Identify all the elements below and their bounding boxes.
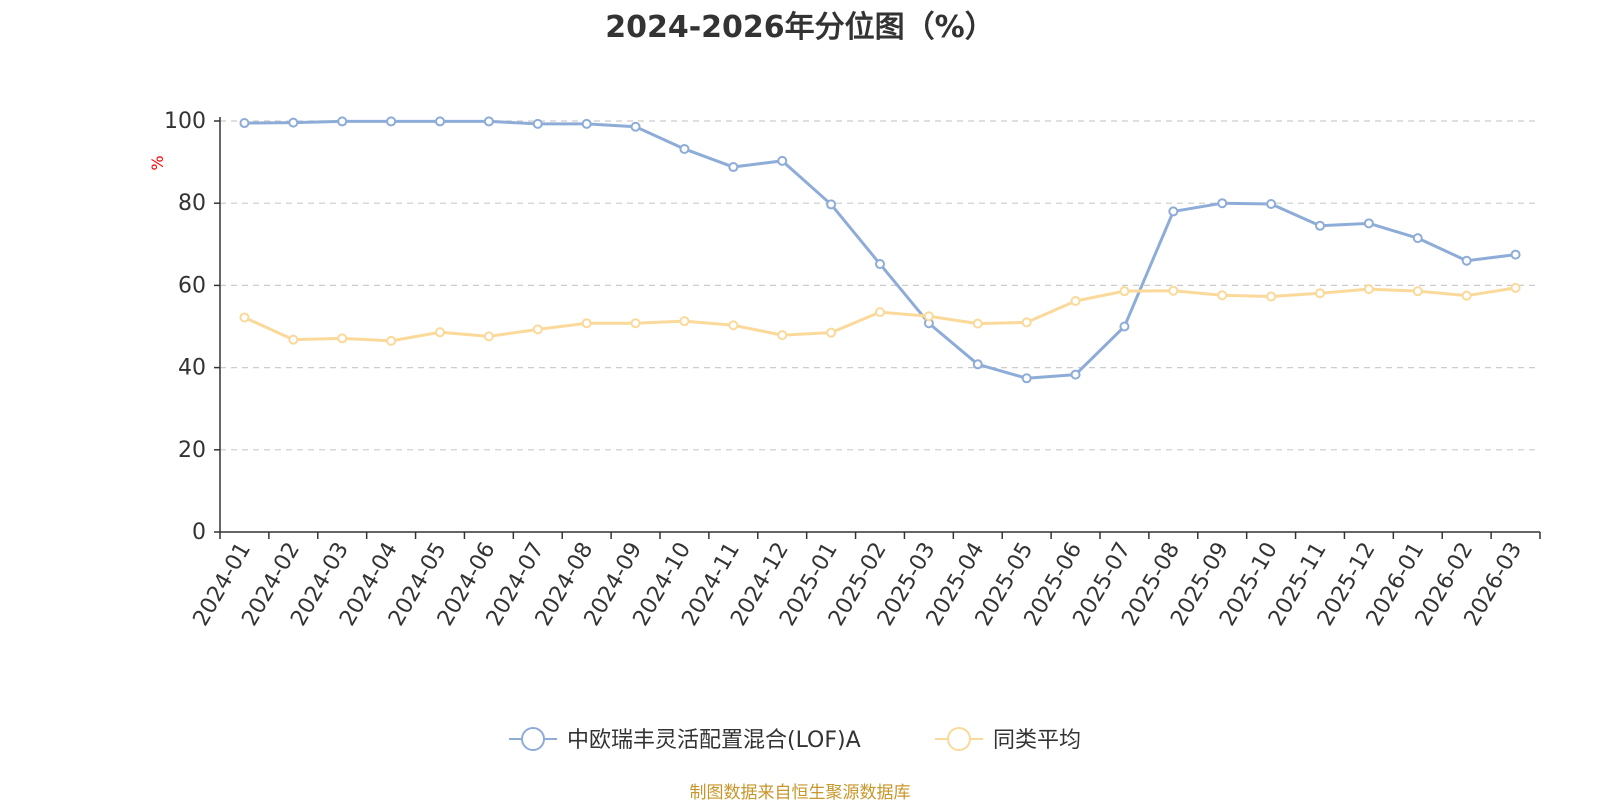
series-0 [239,116,1521,384]
data-point [1315,220,1325,231]
data-point [1217,290,1228,301]
data-point [532,324,543,335]
data-point [728,162,739,173]
data-point [239,118,250,129]
x-axis-ticks: 2024-012024-022024-032024-042024-052024-… [189,532,1541,630]
data-point [1266,199,1277,210]
legend-label: 同类平均 [993,728,1081,753]
data-point [826,327,837,338]
data-point [337,333,348,344]
y-tick-label-100: 100 [164,109,206,134]
data-point [386,335,397,346]
chart-title: 2024-2026年分位图（%） [605,10,995,45]
series-1 [239,282,1521,346]
legend[interactable]: 中欧瑞丰灵活配置混合(LOF)A 同类平均 [509,727,1081,753]
data-point [1168,206,1179,217]
axes [219,117,1540,533]
data-point [630,121,641,132]
data-point [1070,369,1081,380]
data-point [435,327,445,338]
grid-lines [220,120,1540,451]
legend-circle-icon [947,727,971,751]
y-tick-label-0: 0 [192,520,206,545]
data-point [826,199,837,210]
data-point [239,312,250,323]
data-point [435,116,445,127]
data-point [337,116,348,127]
series-line-0 [244,119,1516,380]
data-point [1021,317,1032,328]
y-tick-label-40: 40 [178,356,206,381]
data-point [288,117,299,128]
y-tick-label-80: 80 [178,191,206,216]
data-point [630,318,641,329]
legend-item-0[interactable]: 中欧瑞丰灵活配置混合(LOF)A [509,727,861,753]
data-point [777,330,788,341]
data-point [483,116,494,127]
data-point [1363,284,1374,295]
y-tick-label-60: 60 [178,273,206,298]
data-point [483,331,494,342]
data-point [1510,282,1521,293]
data-point [386,116,397,127]
data-point [1168,285,1179,296]
data-point [679,316,690,327]
data-point [1510,249,1521,260]
y-axis-label: % [148,155,167,170]
data-point [923,311,934,322]
data-point [1021,373,1032,384]
legend-label: 中欧瑞丰灵活配置混合(LOF)A [567,728,861,753]
legend-circle-icon [521,727,545,751]
data-point [581,118,592,129]
data-point [288,334,299,345]
data-point [532,118,543,129]
data-point [1070,296,1081,307]
data-point [1412,286,1423,297]
data-point [972,359,983,370]
data-point [728,320,739,331]
data-point [1119,321,1130,332]
data-point [1461,255,1472,266]
data-point [581,318,592,329]
data-point [1363,218,1374,229]
data-point [875,307,885,318]
data-point [875,259,885,270]
source-note: 制图数据来自恒生聚源数据库 [689,783,911,803]
data-point [1119,286,1130,297]
data-point [777,155,788,166]
data-point [1217,198,1228,209]
data-point [1266,291,1277,302]
y-axis-ticks: 0 20 40 60 80 100 [164,109,220,545]
y-tick-label-20: 20 [178,438,206,463]
legend-item-1[interactable]: 同类平均 [935,727,1081,753]
data-point [1315,288,1325,299]
series-layer [239,116,1521,384]
data-point [1412,233,1423,244]
data-point [972,318,983,329]
data-point [1461,290,1472,301]
data-point [679,143,690,154]
